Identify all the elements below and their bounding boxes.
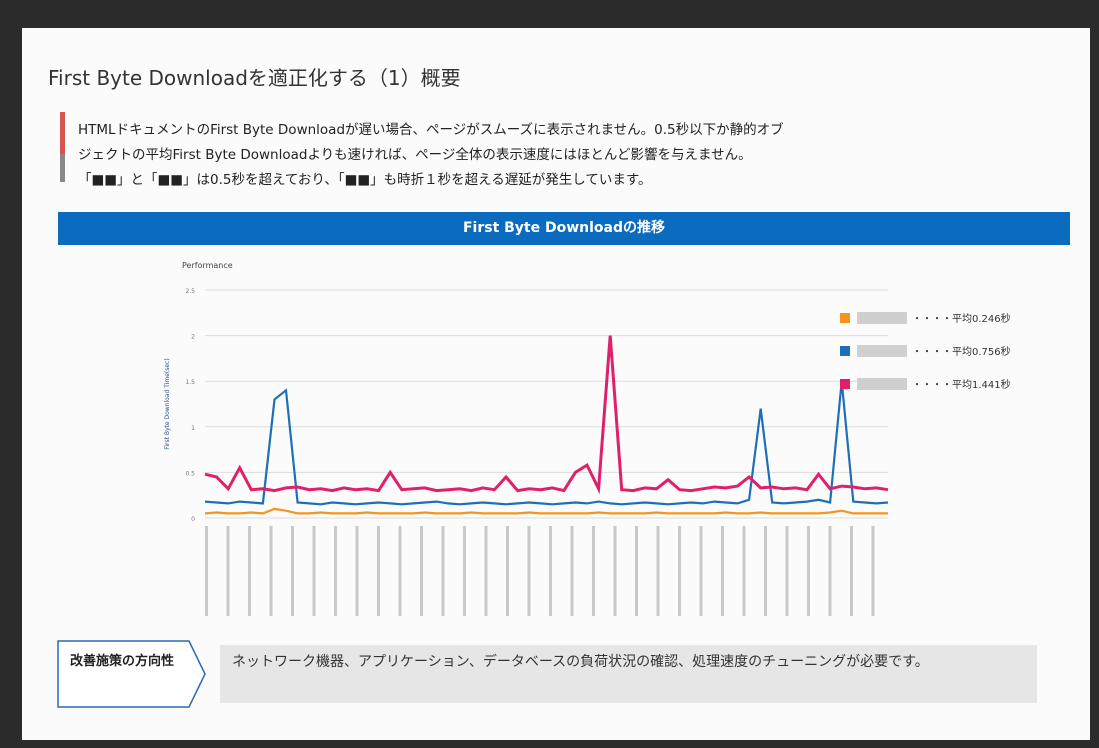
x-label-blur xyxy=(742,526,746,616)
legend-label: ・・・・平均1.441秒 xyxy=(912,378,1011,391)
x-label-blur xyxy=(398,526,402,616)
label-text: 改善施策の方向性 xyxy=(70,654,175,669)
legend-label: ・・・・平均0.756秒 xyxy=(912,345,1011,358)
x-label-blur xyxy=(506,526,509,616)
x-label-blur xyxy=(248,526,251,616)
legend-name-blur xyxy=(857,378,907,390)
x-label-blur xyxy=(377,526,380,616)
y-axis-label: First Byte Download Time(sec) xyxy=(164,358,171,449)
x-label-blur xyxy=(656,526,660,616)
x-label-blur xyxy=(269,526,273,616)
series-line xyxy=(204,507,888,515)
label-shape xyxy=(57,640,206,708)
x-label-blur xyxy=(613,526,617,616)
x-label-blur xyxy=(850,526,853,616)
x-label-blur xyxy=(420,526,423,616)
x-label-blur xyxy=(484,526,488,616)
paragraph-line: 「■■」と「■■」は0.5秒を超えており、「■■」も時折１秒を超える遅延が発生し… xyxy=(78,172,652,188)
legend-swatch xyxy=(840,346,850,356)
x-label-blur xyxy=(226,526,230,616)
y-tick-label: 2.5 xyxy=(185,288,195,295)
chart: Performance First Byte Download Time(sec)… xyxy=(164,261,1011,616)
y-tick-label: 1.5 xyxy=(185,379,195,386)
x-label-blur xyxy=(291,526,294,616)
slide-title: First Byte Downloadを適正化する（1）概要 xyxy=(48,66,461,90)
x-label-blur xyxy=(807,526,810,616)
series-line xyxy=(204,335,889,495)
x-label-blur xyxy=(699,526,703,616)
y-tick-label: 0.5 xyxy=(185,470,195,477)
legend-name-blur xyxy=(857,312,907,324)
x-label-blur xyxy=(355,526,359,616)
y-tick-label: 1 xyxy=(191,425,195,432)
x-label-blur xyxy=(592,526,595,616)
x-label-blur xyxy=(463,526,466,616)
x-label-blur xyxy=(764,526,767,616)
x-label-blur xyxy=(205,526,208,616)
x-label-blur xyxy=(678,526,681,616)
paragraph-line: ジェクトの平均First Byte Downloadよりも速ければ、ページ全体の… xyxy=(78,147,752,163)
legend-name-blur xyxy=(857,345,907,357)
legend-label: ・・・・平均0.246秒 xyxy=(912,312,1011,325)
y-tick-label: 2 xyxy=(191,334,195,341)
x-label-blur xyxy=(549,526,552,616)
x-label-blur xyxy=(312,526,316,616)
x-label-blur xyxy=(570,526,574,616)
x-label-blur xyxy=(635,526,638,616)
x-label-blur xyxy=(828,526,832,616)
banner: First Byte Downloadの推移 xyxy=(58,212,1070,245)
note: ネットワーク機器、アプリケーション、データベースの負荷状況の確認、処理速度のチュ… xyxy=(220,645,1037,703)
chart-title: Performance xyxy=(182,261,233,270)
x-label-blur xyxy=(785,526,789,616)
paragraph-line: HTMLドキュメントのFirst Byte Downloadが遅い場合、ページが… xyxy=(78,122,784,138)
y-tick-label: 0 xyxy=(191,516,195,523)
legend-swatch xyxy=(840,379,850,389)
x-label-blur xyxy=(871,526,875,616)
x-label-blur xyxy=(721,526,724,616)
x-label-blur xyxy=(527,526,531,616)
slide: First Byte Downloadを適正化する（1）概要 HTMLドキュメン… xyxy=(22,28,1090,740)
x-label-blur xyxy=(334,526,337,616)
accent-bar xyxy=(60,112,65,182)
series-line xyxy=(204,381,889,506)
x-label-blur xyxy=(441,526,445,616)
legend-swatch xyxy=(840,313,850,323)
